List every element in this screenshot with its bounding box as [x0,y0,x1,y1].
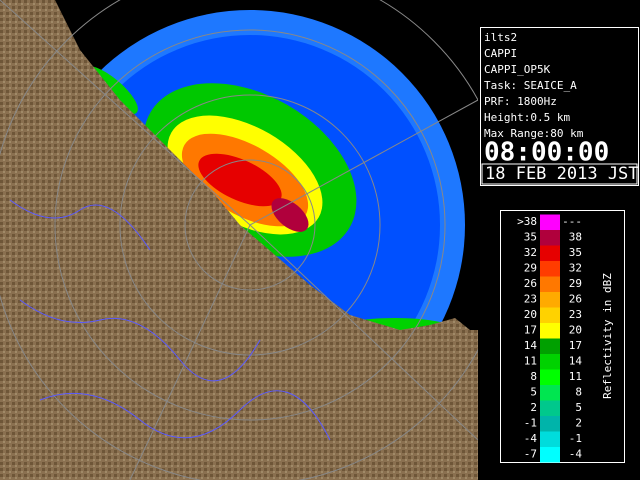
legend-low: -1 [524,417,537,430]
info-line: Task: SEAICE_A [484,79,577,92]
legend: >38 --- 35 38 32 35 29 32 26 29 23 26 20 23 17 20 14 17 11… [517,214,583,463]
legend-low: 2 [530,401,537,414]
legend-title: Reflectivity in dBZ [601,273,614,399]
date-box [481,163,638,185]
time: 08:00:00 [484,138,609,168]
legend-low: 5 [530,386,537,399]
info-line: ilts2 [484,31,517,44]
legend-panel [500,210,625,463]
date: 18 FEB 2013 JST [485,164,639,184]
legend-high: 11 [569,370,582,383]
legend-high: 17 [569,339,582,352]
legend-swatch [540,245,560,261]
legend-swatch [540,230,560,246]
legend-high: 5 [575,401,582,414]
legend-swatch [540,447,560,463]
legend-low: 29 [524,262,537,275]
legend-low: 23 [524,293,537,306]
info-lines: ilts2 CAPPI CAPPI_OP5K Task: SEAICE_A PRF: 1… [484,31,584,140]
land [0,0,478,480]
legend-swatch [540,261,560,277]
legend-high: --- [562,215,582,228]
legend-low: 32 [524,246,537,259]
info-line: CAPPI [484,47,517,60]
legend-high: 26 [569,293,582,306]
legend-low: 11 [524,355,537,368]
legend-high: 14 [569,355,583,368]
legend-swatch [540,292,560,308]
legend-high: 8 [575,386,582,399]
legend-low: -4 [524,432,538,445]
map [0,0,478,480]
legend-swatch [540,416,560,432]
legend-low: >38 [517,215,537,228]
legend-high: 20 [569,324,582,337]
legend-low: 8 [530,370,537,383]
legend-high: 35 [569,246,582,259]
legend-high: 23 [569,308,582,321]
legend-swatch [540,338,560,354]
rivers [9,199,331,441]
legend-swatch [540,385,560,401]
legend-swatch [540,369,560,385]
legend-swatch [540,323,560,339]
legend-swatch [540,276,560,292]
legend-high: 29 [569,277,582,290]
legend-high: -1 [569,432,582,445]
legend-low: 26 [524,277,537,290]
info-panel [480,27,639,186]
legend-low: 35 [524,231,537,244]
info-line: CAPPI_OP5K [484,63,551,76]
legend-low: 17 [524,324,537,337]
legend-swatch [540,354,560,370]
legend-high: 38 [569,231,582,244]
legend-high: -4 [569,448,583,461]
legend-high: 2 [575,417,582,430]
info-line: Max Range:80 km [484,127,584,140]
legend-swatch [540,214,560,230]
legend-swatch [540,307,560,323]
info-line: Height:0.5 km [484,111,570,124]
info-line: PRF: 1800Hz [484,95,557,108]
legend-low: 14 [524,339,538,352]
legend-high: 32 [569,262,582,275]
legend-swatch [540,431,560,447]
legend-low: -7 [524,448,537,461]
range-rings [0,0,478,480]
legend-low: 20 [524,308,537,321]
legend-swatch [540,400,560,416]
